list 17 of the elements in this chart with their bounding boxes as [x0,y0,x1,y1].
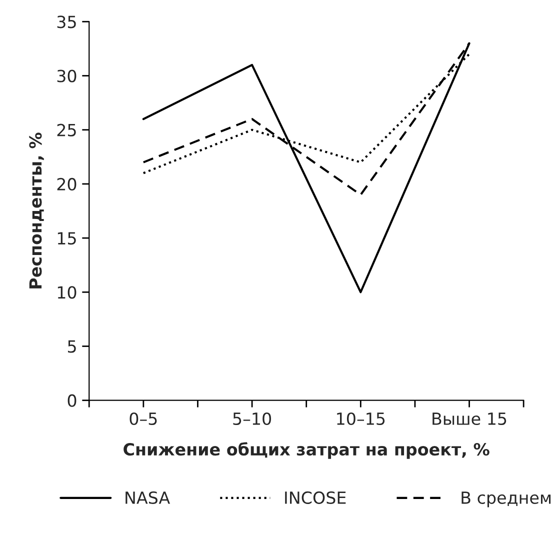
x-tick-label: 5–10 [233,412,272,426]
y-tick-label: 5 [68,340,76,353]
y-tick-label: 25 [57,124,76,136]
x-tick-label: Выше 15 [432,412,506,426]
x-axis-title: Снижение общих затрат на проект, % [124,442,490,459]
y-tick-label: 10 [58,286,76,299]
y-tick-label: 20 [57,178,76,191]
legend-label: NASA [126,491,170,504]
x-tick-label: 10–15 [337,412,385,426]
legend-label: INCOSE [285,491,346,504]
y-axis-title: Респонденты, % [29,132,44,288]
legend-label: В среднем [462,492,551,508]
y-tick-label: 35 [57,16,76,28]
y-tick-label: 15 [58,232,76,245]
y-tick-label: 30 [57,70,76,82]
y-tick-label: 0 [68,394,76,407]
x-tick-label: 0–5 [130,412,157,426]
